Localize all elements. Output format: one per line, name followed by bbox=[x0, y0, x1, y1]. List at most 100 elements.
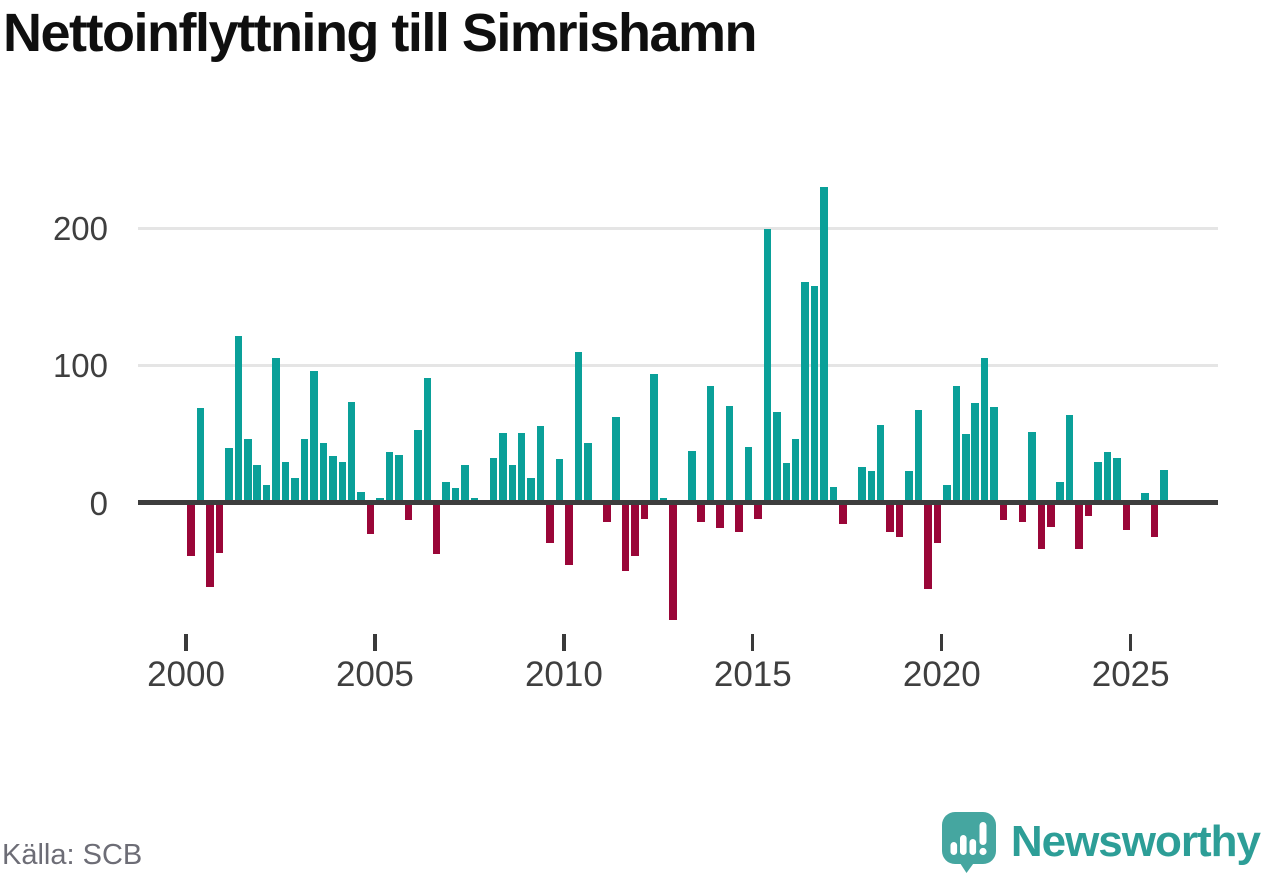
bar-2008-Q4 bbox=[517, 433, 526, 505]
bar-2022-Q1 bbox=[1018, 503, 1027, 522]
bar-2017-Q2 bbox=[839, 503, 847, 525]
bar-2014-Q1 bbox=[716, 503, 724, 529]
bar-2012-Q1 bbox=[640, 503, 649, 519]
bar-2005-Q3 bbox=[395, 455, 403, 505]
source-caption: Källa: SCB bbox=[2, 839, 143, 871]
bar-2006-Q1 bbox=[414, 430, 422, 505]
bar-2009-Q2 bbox=[536, 426, 545, 505]
bar-2022-Q2 bbox=[1028, 431, 1036, 505]
bar-2023-Q2 bbox=[1065, 415, 1074, 505]
bar-2017-Q1 bbox=[829, 486, 838, 505]
bar-2005-Q4 bbox=[404, 503, 413, 521]
bar-2002-Q2 bbox=[272, 357, 280, 505]
bar-2010-Q2 bbox=[574, 352, 583, 505]
bar-2000-Q3 bbox=[206, 503, 214, 588]
bar-2016-Q2 bbox=[801, 282, 809, 505]
bar-2005-Q2 bbox=[385, 452, 394, 505]
bar-2018-Q2 bbox=[876, 424, 885, 505]
bar-2013-Q3 bbox=[697, 503, 705, 522]
bar-2012-Q2 bbox=[650, 374, 658, 505]
bar-2014-Q2 bbox=[725, 405, 734, 505]
bar-2015-Q2 bbox=[763, 228, 772, 505]
gridline-y-100 bbox=[138, 364, 1218, 368]
bar-2019-Q2 bbox=[914, 409, 923, 505]
y-axis-label-0: 0 bbox=[89, 484, 108, 522]
bar-2010-Q1 bbox=[565, 503, 573, 566]
bar-2001-Q3 bbox=[244, 438, 252, 505]
bar-2008-Q1 bbox=[489, 457, 498, 505]
bar-2002-Q3 bbox=[281, 461, 290, 505]
bar-2007-Q2 bbox=[461, 464, 469, 505]
bar-2015-Q4 bbox=[782, 463, 790, 505]
bar-2020-Q2 bbox=[952, 386, 960, 505]
bar-2023-Q4 bbox=[1084, 503, 1093, 516]
bar-2011-Q3 bbox=[621, 503, 630, 571]
bar-2011-Q4 bbox=[631, 503, 639, 556]
bar-2011-Q1 bbox=[603, 503, 611, 522]
bar-2003-Q1 bbox=[300, 438, 309, 505]
x-axis-label-2000: 2000 bbox=[147, 655, 225, 694]
x-axis-label-2015: 2015 bbox=[713, 655, 792, 694]
bar-2004-Q2 bbox=[347, 401, 356, 505]
x-axis-tick-2000 bbox=[184, 634, 188, 651]
bar-2004-Q3 bbox=[357, 492, 365, 505]
bar-2006-Q3 bbox=[432, 503, 441, 555]
x-axis-label-2020: 2020 bbox=[902, 655, 981, 694]
bar-2003-Q4 bbox=[329, 456, 337, 505]
bar-2023-Q1 bbox=[1056, 482, 1064, 505]
bar-2015-Q3 bbox=[773, 412, 781, 505]
bar-2000-Q1 bbox=[187, 503, 195, 556]
bar-2001-Q4 bbox=[253, 464, 261, 505]
bar-2021-Q1 bbox=[980, 357, 989, 505]
bar-2010-Q3 bbox=[584, 442, 592, 505]
x-axis-tick-2020 bbox=[940, 634, 944, 651]
bar-2017-Q4 bbox=[858, 467, 866, 505]
bar-2022-Q3 bbox=[1037, 503, 1045, 549]
x-axis-label-2025: 2025 bbox=[1091, 655, 1170, 694]
x-axis-label-2010: 2010 bbox=[524, 655, 603, 694]
bar-2001-Q1 bbox=[225, 448, 233, 505]
bar-2009-Q3 bbox=[546, 503, 554, 544]
bar-2013-Q4 bbox=[706, 386, 715, 505]
bar-2020-Q3 bbox=[962, 434, 970, 505]
newsworthy-wordmark: Newsworthy bbox=[1010, 817, 1261, 866]
bar-2021-Q3 bbox=[999, 503, 1008, 521]
bar-2020-Q4 bbox=[971, 402, 979, 505]
bar-2022-Q4 bbox=[1047, 503, 1055, 527]
bar-2011-Q2 bbox=[612, 416, 620, 505]
bar-2018-Q4 bbox=[895, 503, 904, 537]
x-axis-tick-2010 bbox=[562, 634, 566, 651]
bar-2003-Q2 bbox=[310, 371, 318, 505]
bar-2006-Q2 bbox=[423, 378, 431, 505]
bar-2024-Q3 bbox=[1113, 457, 1121, 505]
bar-2007-Q1 bbox=[451, 487, 460, 505]
y-axis-label-100: 100 bbox=[52, 347, 108, 385]
newsworthy-logo: Newsworthy bbox=[939, 810, 1261, 874]
bar-2009-Q1 bbox=[527, 478, 535, 505]
bar-2024-Q2 bbox=[1103, 452, 1112, 505]
gridline-y-200 bbox=[138, 227, 1218, 231]
bar-2018-Q1 bbox=[867, 471, 875, 505]
bar-2015-Q1 bbox=[754, 503, 762, 519]
bar-2019-Q3 bbox=[924, 503, 932, 589]
chart-title: Nettoinflyttning till Simrishamn bbox=[3, 3, 758, 63]
bar-2012-Q4 bbox=[669, 503, 677, 621]
bar-2004-Q4 bbox=[366, 503, 375, 534]
bar-2016-Q1 bbox=[791, 438, 800, 505]
bar-2000-Q2 bbox=[196, 408, 205, 505]
bar-2023-Q3 bbox=[1075, 503, 1083, 549]
x-axis-tick-2025 bbox=[1129, 634, 1133, 651]
bar-2002-Q1 bbox=[262, 485, 271, 505]
bar-2024-Q1 bbox=[1094, 461, 1102, 505]
x-axis-tick-2005 bbox=[373, 634, 377, 651]
bar-2003-Q3 bbox=[319, 442, 328, 505]
bar-2016-Q4 bbox=[820, 187, 828, 505]
bar-2025-Q2 bbox=[1141, 493, 1149, 505]
bar-2013-Q2 bbox=[688, 450, 696, 505]
bar-2014-Q4 bbox=[744, 446, 753, 505]
bar-2025-Q3 bbox=[1150, 503, 1159, 537]
bar-2008-Q2 bbox=[499, 433, 507, 505]
bar-2000-Q4 bbox=[215, 503, 224, 553]
x-axis-label-2005: 2005 bbox=[335, 655, 414, 694]
y-axis-label-200: 200 bbox=[52, 210, 108, 248]
